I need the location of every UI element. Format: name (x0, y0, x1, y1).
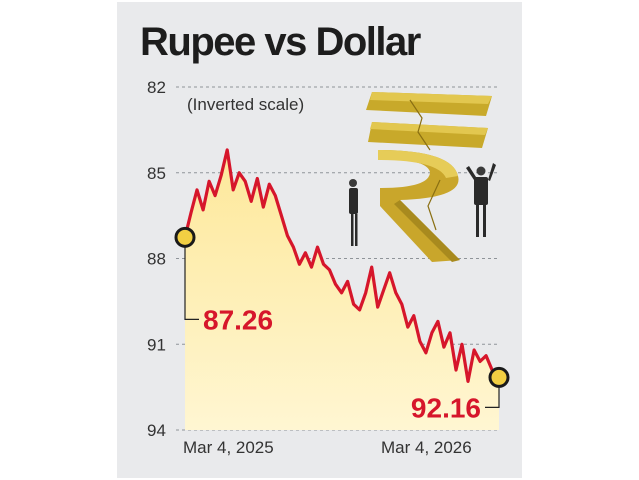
area-fill (185, 149, 499, 430)
rupee-symbol-icon (366, 92, 492, 262)
end-value-label: 92.16 (411, 392, 481, 423)
x-tick-label-start: Mar 4, 2025 (183, 438, 274, 457)
start-leader-line (184, 246, 199, 320)
end-leader-line (485, 386, 500, 409)
series-line (183, 148, 501, 383)
y-tick-label-82: 82 (147, 78, 166, 97)
y-tick-label-85: 85 (147, 164, 166, 183)
businessman-right-icon (466, 163, 496, 237)
y-tick-label-94: 94 (147, 421, 166, 440)
chart-title: Rupee vs Dollar (140, 20, 421, 64)
y-tick-label-91: 91 (147, 335, 166, 354)
x-tick-label-end: Mar 4, 2026 (381, 438, 472, 457)
end-marker (488, 366, 510, 388)
start-value-label: 87.26 (203, 304, 273, 335)
y-tick-label-88: 88 (147, 250, 166, 269)
businessman-left-icon (349, 179, 358, 246)
scale-annotation: (Inverted scale) (187, 95, 304, 114)
rupee-illustration (349, 92, 496, 262)
start-marker (174, 226, 196, 248)
